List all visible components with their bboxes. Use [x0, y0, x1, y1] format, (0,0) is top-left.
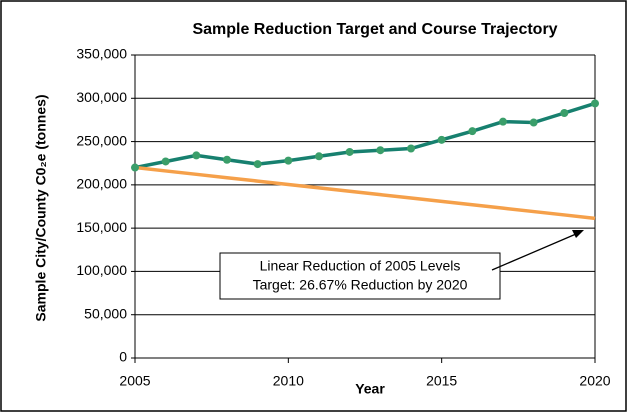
x-tick-label: 2020 [579, 373, 610, 389]
y-tick-label: 150,000 [76, 219, 127, 235]
data-point [468, 127, 477, 136]
annotation-box [219, 252, 501, 300]
data-point [499, 117, 507, 126]
annotation-line: Linear Reduction of 2005 Levels [260, 258, 461, 274]
data-point [407, 144, 415, 153]
x-tick-label: 2005 [119, 373, 150, 389]
plot: 0 50,000 100,000 150,000 200,000 250,000 300,0… [76, 46, 610, 389]
annotation: Linear Reduction of 2005 Levels Target: … [219, 230, 584, 300]
x-axis-label: Year [355, 381, 385, 397]
y-tick-label: 350,000 [76, 46, 127, 62]
annotation-line: Target: 26.67% Reduction by 2020 [253, 277, 468, 293]
data-point [131, 163, 139, 172]
chart-title: Sample Reduction Target and Course Traje… [192, 21, 557, 38]
annotation-arrow [491, 233, 577, 271]
x-tick-label: 2015 [426, 373, 457, 389]
y-tick-label: 50,000 [84, 305, 127, 321]
arrow-head [572, 230, 584, 238]
data-point [253, 160, 262, 169]
x-tick-label: 2010 [273, 373, 304, 389]
data-point [345, 147, 354, 156]
data-point [437, 135, 446, 144]
data-point [223, 155, 231, 164]
data-point [284, 156, 293, 165]
y-tick-label: 300,000 [76, 89, 127, 105]
y-axis-label: Sample City/County C0₂e (tonnes) [33, 94, 49, 321]
data-point [376, 146, 385, 155]
y-tick-label: 250,000 [76, 132, 127, 148]
data-point [560, 109, 569, 118]
data-point [315, 152, 323, 161]
y-tick-label: 100,000 [76, 262, 127, 278]
series-line [134, 165, 596, 221]
series-line [134, 101, 596, 170]
data-point [192, 151, 201, 160]
data-point [161, 157, 170, 166]
y-tick-label: 0 [119, 349, 127, 365]
data-point [529, 118, 538, 127]
data-point [591, 99, 599, 108]
y-tick-label: 200,000 [76, 176, 127, 192]
